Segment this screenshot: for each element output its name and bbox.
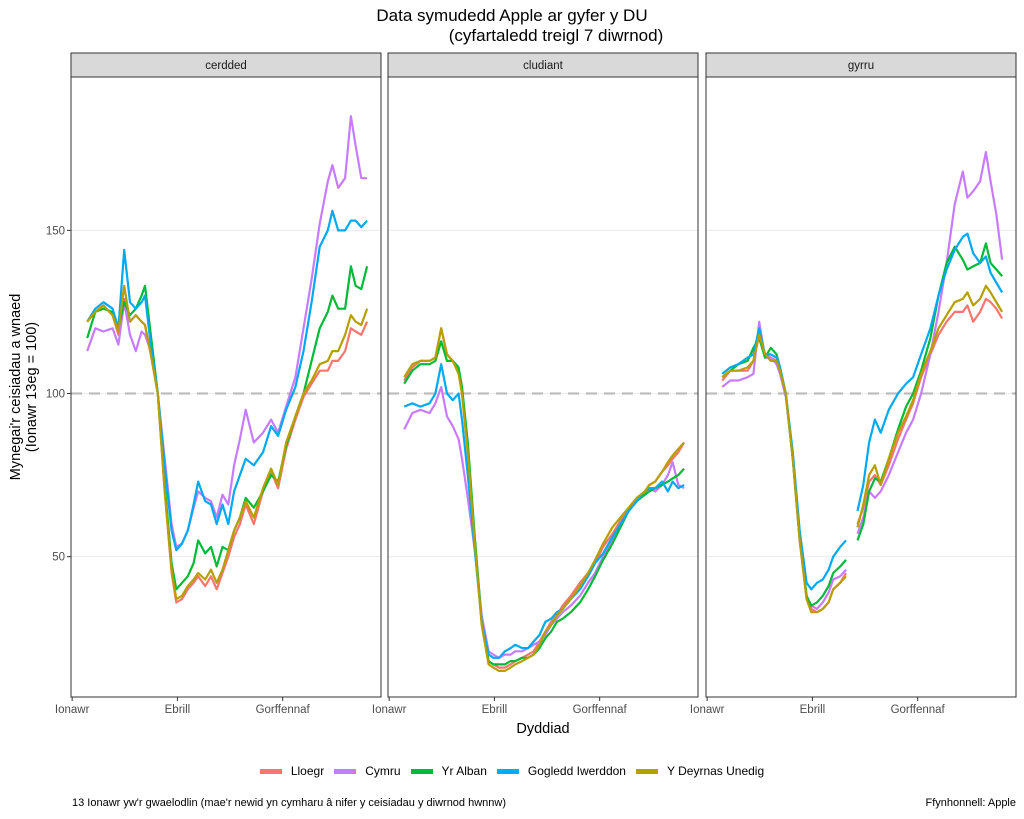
x-tick-label: Ionawr <box>55 704 90 716</box>
series-line-y-deyrnas-unedig <box>403 327 685 672</box>
legend-label: Gogledd Iwerddon <box>527 764 626 778</box>
x-tick-label: Gorffennaf <box>573 704 628 716</box>
y-tick-label: 150 <box>46 225 65 237</box>
strip-label: cerdded <box>205 60 247 72</box>
legend-label: Y Deyrnas Unedig <box>666 764 765 778</box>
strip-label: gyrru <box>848 60 874 72</box>
y-tick-label: 50 <box>52 552 65 564</box>
legend-key <box>334 768 357 774</box>
x-tick-label: Ionawr <box>690 704 725 716</box>
legend-key <box>496 768 519 774</box>
legend-item: Yr Alban <box>410 764 487 778</box>
x-tick-label: Gorffennaf <box>256 704 311 716</box>
panel-border <box>387 76 699 698</box>
panel-cludiant: cludiant Ionawr Ebrill Gorffennaf <box>372 52 699 716</box>
series-line-y-deyrnas-unedig <box>86 284 369 601</box>
strip-label: cludiant <box>523 60 563 72</box>
x-tick-label: Ionawr <box>372 704 407 716</box>
title-line-2: (cyfartaledd treigl 7 diwrnod) <box>448 26 664 45</box>
legend-key <box>259 768 282 774</box>
legend-key <box>635 768 658 774</box>
panel-cerdded: cerdded Ionawr Ebrill Gorffennaf 50 100 150 <box>46 52 382 716</box>
legend: Lloegr Cymru Yr Alban Gogledd Iwerddon Y Dey… <box>0 764 1024 778</box>
legend-item: Cymru <box>334 764 401 778</box>
x-tick-label: Gorffennaf <box>891 704 946 716</box>
strip-header <box>387 52 699 78</box>
panel-background <box>71 77 381 697</box>
legend-label: Lloegr <box>290 764 325 778</box>
y-tick-label: 100 <box>46 389 65 401</box>
y-axis-title-line-1: Mynegai'r ceisiadau a wnaed <box>8 294 24 481</box>
title-line-1: Data symudedd Apple ar gyfer y DU <box>376 6 648 25</box>
series-line-cymru <box>86 115 368 548</box>
legend-item: Lloegr <box>259 764 325 778</box>
panel-border <box>705 76 1017 698</box>
x-axis-title: Dyddiad <box>516 721 569 737</box>
legend-key <box>410 768 433 774</box>
panel-background <box>706 77 1016 697</box>
panel-background <box>388 77 698 697</box>
source-note: Ffynhonnell: Apple <box>925 797 1016 809</box>
y-axis-title-line-2: (Ionawr 13eg = 100) <box>24 322 40 452</box>
caption: 13 Ionawr yw'r gwaelodlin (mae'r newid y… <box>72 797 507 809</box>
x-tick-label: Ebrill <box>482 704 508 716</box>
series-line-y-deyrnas-unedig <box>721 284 1004 614</box>
strip-header <box>705 52 1017 78</box>
x-tick-label: Ebrill <box>800 704 826 716</box>
strip-header <box>70 52 382 78</box>
legend-label: Cymru <box>365 764 401 778</box>
legend-label: Yr Alban <box>441 764 487 778</box>
chart-title: Data symudedd Apple ar gyfer y DU (cyfar… <box>0 6 1024 46</box>
legend-item: Y Deyrnas Unedig <box>635 764 765 778</box>
panel-gyrru: gyrru Ionawr Ebrill Gorffennaf <box>690 52 1017 716</box>
legend-item: Gogledd Iwerddon <box>496 764 626 778</box>
x-tick-label: Ebrill <box>165 704 191 716</box>
series-line-gogledd-iwerddon <box>86 209 368 552</box>
panel-border <box>70 76 382 698</box>
